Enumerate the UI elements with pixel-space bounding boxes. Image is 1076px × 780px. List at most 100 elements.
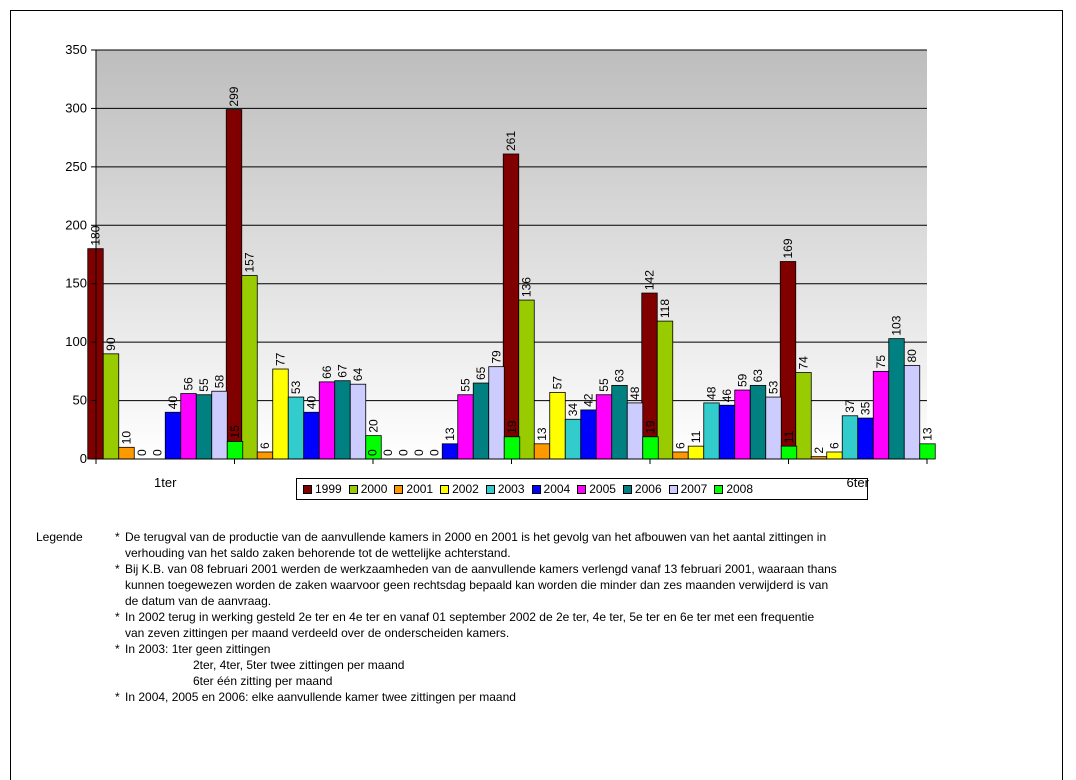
data-label: 11 xyxy=(689,430,703,443)
bar xyxy=(549,391,566,460)
bar xyxy=(180,393,197,460)
legend-item: 1999 xyxy=(303,482,342,496)
bar xyxy=(518,299,535,460)
note-bullet: * xyxy=(115,690,120,704)
legend-swatch xyxy=(668,484,678,494)
data-label: 34 xyxy=(566,403,580,417)
chart-frame xyxy=(10,10,1063,780)
data-label: 53 xyxy=(289,380,303,394)
data-label: 63 xyxy=(613,369,627,383)
note-item: * De terugval van de productie van de aan… xyxy=(115,529,1065,561)
legend-label: 2006 xyxy=(634,482,662,496)
note-line: In 2003: 1ter geen zittingen xyxy=(125,642,271,656)
data-label: 75 xyxy=(874,355,888,369)
data-label: 0 xyxy=(381,449,395,456)
note-line: verhouding van het saldo zaken behorende… xyxy=(125,546,511,560)
legend-item: 2004 xyxy=(531,482,570,496)
note-line: kunnen toegewezen worden de zaken waarvo… xyxy=(125,578,829,592)
legend-label: 2000 xyxy=(360,482,388,496)
y-tick-label: 150 xyxy=(65,276,87,291)
note-bullet: * xyxy=(115,642,120,656)
data-label: 37 xyxy=(843,399,857,413)
x-tick-label: 1ter xyxy=(154,475,177,490)
bar xyxy=(780,445,798,460)
data-label: 90 xyxy=(104,337,118,351)
bar xyxy=(457,394,474,460)
bar xyxy=(488,366,505,460)
notes-label: Legende xyxy=(36,530,83,544)
data-label: 11 xyxy=(782,430,796,443)
note-line: In 2004, 2005 en 2006: elke aanvullende … xyxy=(125,690,516,704)
legend-item: 2001 xyxy=(394,482,433,496)
bar xyxy=(564,418,582,460)
bar xyxy=(703,402,720,460)
data-label: 20 xyxy=(367,419,381,433)
bar xyxy=(888,338,905,460)
data-label: 0 xyxy=(366,449,380,456)
note-line: Bij K.B. van 08 februari 2001 werden de … xyxy=(125,562,837,576)
data-labels: 1802990261142169901570136118741060136207… xyxy=(89,86,935,456)
data-label: 142 xyxy=(643,270,657,290)
legend-label: 2003 xyxy=(497,482,525,496)
legend-item: 2008 xyxy=(714,482,753,496)
data-label: 58 xyxy=(213,375,227,389)
data-label: 46 xyxy=(720,389,734,403)
legend-label: 2002 xyxy=(452,482,479,496)
note-line: de datum van de aanvraag. xyxy=(125,594,272,608)
y-tick-label: 100 xyxy=(65,334,87,349)
bar xyxy=(580,409,597,460)
legend-swatch xyxy=(440,484,450,494)
bar xyxy=(872,370,890,460)
bar xyxy=(226,441,244,460)
bar xyxy=(826,451,843,460)
legend-label: 2008 xyxy=(726,482,754,496)
data-label: 2 xyxy=(812,447,826,454)
data-label: 35 xyxy=(859,401,873,415)
data-label: 0 xyxy=(151,449,165,456)
data-label: 136 xyxy=(520,277,534,297)
bar xyxy=(241,275,258,460)
y-tick-label: 350 xyxy=(65,42,87,57)
note-bullet: * xyxy=(115,562,120,576)
bar xyxy=(841,415,859,460)
legend-label: 2007 xyxy=(680,482,708,496)
data-label: 0 xyxy=(428,449,442,456)
data-label: 19 xyxy=(505,420,519,434)
data-label: 261 xyxy=(504,131,518,151)
data-label: 64 xyxy=(351,368,365,382)
note-bullet: * xyxy=(115,610,120,624)
bar xyxy=(611,384,628,460)
data-label: 80 xyxy=(905,349,919,363)
data-label: 0 xyxy=(397,449,411,456)
bar xyxy=(779,261,797,460)
data-label: 13 xyxy=(443,427,457,441)
data-label: 77 xyxy=(274,352,288,366)
legend-item: 2000 xyxy=(348,482,388,496)
legend-swatch xyxy=(394,484,404,494)
notes-list: * De terugval van de productie van de aan… xyxy=(115,529,1065,705)
legend-label: 2001 xyxy=(406,482,434,496)
data-label: 157 xyxy=(243,252,257,272)
bar xyxy=(225,109,243,460)
data-label: 79 xyxy=(490,350,504,364)
bar xyxy=(533,443,551,460)
bar xyxy=(211,390,228,460)
data-label: 42 xyxy=(582,393,596,407)
bar xyxy=(919,443,936,460)
data-label: 67 xyxy=(336,364,350,378)
data-label: 56 xyxy=(182,377,196,391)
bar xyxy=(318,381,336,460)
y-tick-label: 250 xyxy=(65,159,87,174)
legend-swatch xyxy=(577,484,587,494)
legend-item: 2003 xyxy=(485,482,525,496)
y-tick-label: 0 xyxy=(80,451,87,466)
bar xyxy=(656,320,674,460)
legend-item: 2005 xyxy=(577,482,616,496)
legend-swatch xyxy=(485,484,495,494)
bar xyxy=(287,396,305,460)
note-item: * In 2004, 2005 en 2006: elke aanvullende… xyxy=(115,689,1065,705)
data-label: 55 xyxy=(459,378,473,392)
data-label: 48 xyxy=(705,386,719,400)
data-label: 40 xyxy=(305,396,319,410)
bar xyxy=(503,436,521,460)
